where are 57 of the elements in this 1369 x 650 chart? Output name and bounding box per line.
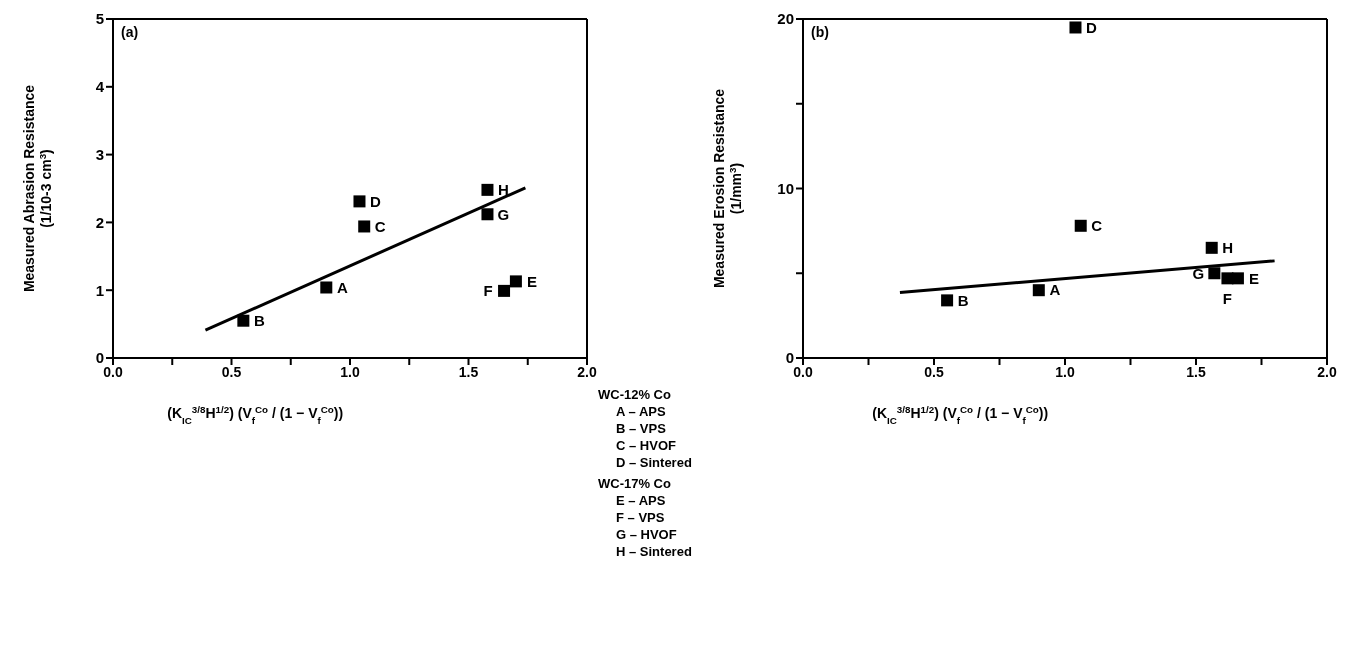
x-tick-label: 1.0 — [1055, 363, 1075, 380]
point — [1074, 219, 1087, 232]
x-tick-label: 0.5 — [924, 363, 944, 380]
chart-title: (b) — [811, 24, 829, 40]
annotation: H — [1222, 239, 1234, 257]
point — [358, 220, 371, 233]
y-tick-label: 3 — [95, 145, 104, 163]
y-tick-label: 1 — [95, 281, 104, 299]
annotation: H — [498, 181, 509, 199]
annotation: E — [1248, 269, 1259, 287]
x-tick-label: 1.5 — [1186, 363, 1206, 380]
point — [509, 275, 522, 288]
point — [353, 195, 366, 208]
annotation: F — [483, 282, 493, 300]
x-tick-label: 0.0 — [793, 363, 813, 380]
annotation: F — [1222, 289, 1233, 307]
point — [941, 294, 954, 307]
y-tick-label: 10 — [777, 179, 794, 197]
point — [237, 314, 250, 327]
y-tick-label: 2 — [95, 213, 104, 231]
y-tick-label: 5 — [95, 10, 104, 28]
point — [1221, 272, 1234, 285]
y-tick-label: 4 — [95, 78, 105, 96]
point — [481, 208, 494, 221]
x-tick-label: 1.0 — [340, 363, 360, 380]
y-tick-label: 0 — [785, 349, 794, 367]
point — [1205, 241, 1218, 254]
text: (K$_{IC}$$^{3/8}$H$^{1/2}$) (V$_{f}$$^{Co}$ / (1 − V$_{f}$$^{Co}$)) — [872, 403, 1049, 426]
annotation: A — [336, 278, 348, 296]
annotation: E — [526, 272, 537, 290]
x-tick-label: 2.0 — [1317, 363, 1337, 380]
annotation: B — [253, 311, 265, 329]
text: WC-17% Co E – APS F – VPS G – HVOF H – Sintered — [598, 475, 692, 560]
annotation: C — [374, 217, 386, 235]
point — [1208, 267, 1221, 280]
x-tick-label: 0.0 — [103, 363, 123, 380]
annotation: G — [1192, 264, 1205, 282]
annotation: C — [1091, 217, 1103, 235]
y-tick-label: 20 — [777, 10, 794, 28]
x-tick-label: 2.0 — [577, 363, 597, 380]
annotation: D — [370, 192, 382, 210]
text: WC-12% Co A – APS B – VPS C – HVOF D – Sintered — [598, 386, 692, 471]
annotation: A — [1049, 281, 1061, 299]
x-tick-label: 1.5 — [458, 363, 479, 380]
chart-title: (a) — [121, 24, 139, 40]
annotation: D — [1086, 18, 1098, 36]
text: (K$_{IC}$$^{3/8}$H$^{1/2}$) (V$_{f}$$^{Co}$ / (1 − V$_{f}$$^{Co}$)) — [167, 403, 344, 426]
annotation: G — [497, 205, 510, 223]
annotation: B — [957, 291, 969, 309]
point — [498, 284, 511, 297]
point — [1032, 284, 1045, 297]
point — [1069, 21, 1082, 34]
point — [320, 281, 333, 294]
point — [481, 183, 494, 196]
point — [1231, 272, 1244, 285]
x-tick-label: 0.5 — [221, 363, 242, 380]
y-tick-label: 0 — [95, 349, 104, 367]
